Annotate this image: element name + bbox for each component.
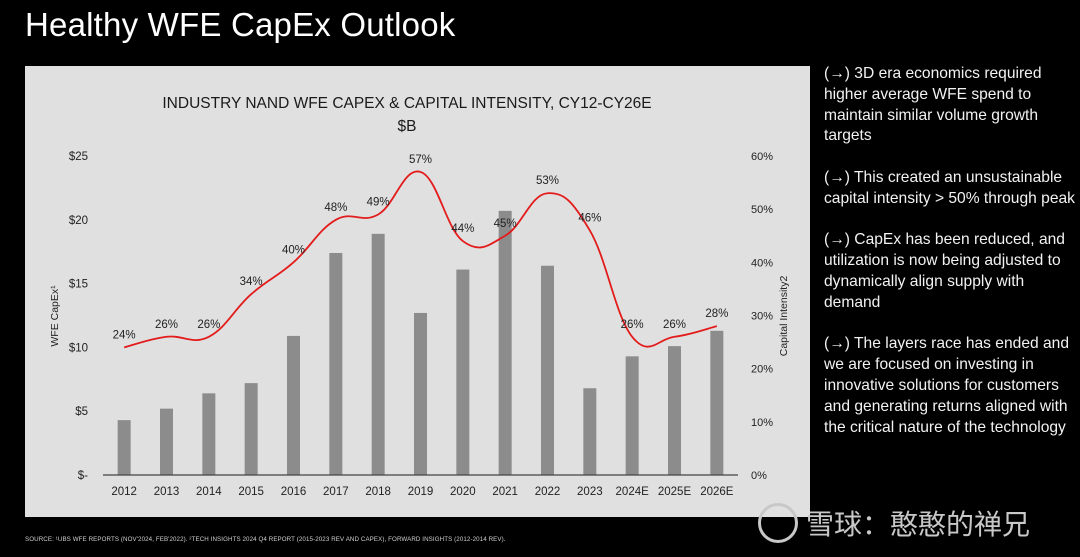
bar-2019 xyxy=(414,312,427,475)
line-data-label: 34% xyxy=(240,276,263,288)
x-tick-label: 2014 xyxy=(196,486,222,498)
y-tick-label: $25 xyxy=(69,151,88,163)
line-data-label: 49% xyxy=(367,196,390,208)
y2-tick-label: 50% xyxy=(751,204,773,216)
line-data-label: 26% xyxy=(197,319,220,331)
line-data-label: 44% xyxy=(451,223,474,235)
line-data-label: 26% xyxy=(621,319,644,331)
x-tick-label: 2024E xyxy=(616,486,650,498)
y2-tick-label: 20% xyxy=(751,364,773,376)
y2-tick-label: 10% xyxy=(751,417,773,429)
chart-subtitle: $B xyxy=(398,118,417,135)
x-tick-label: 2017 xyxy=(323,486,349,498)
line-data-label: 28% xyxy=(705,308,728,320)
line-data-label: 46% xyxy=(578,212,601,224)
chart: INDUSTRY NAND WFE CAPEX & CAPITAL INTENS… xyxy=(49,95,790,498)
bar-2012 xyxy=(117,420,131,475)
bar-2015 xyxy=(244,383,258,475)
bar-2016 xyxy=(287,335,300,475)
watermark-text: 雪球：憨憨的禅兄 xyxy=(806,508,1031,541)
y2-tick-label: 0% xyxy=(751,470,767,482)
line-data-label: 57% xyxy=(409,154,432,166)
x-tick-label: 2015 xyxy=(238,486,264,498)
bar-2023 xyxy=(583,388,597,475)
bar-2025E xyxy=(668,346,681,475)
slide-title: Healthy WFE CapEx Outlook xyxy=(25,6,456,43)
commentary: (→) 3D era economics required higher ave… xyxy=(824,64,1076,459)
bullet-4: (→) The layers race has ended and we are… xyxy=(824,335,1070,436)
capital-intensity-line xyxy=(123,170,718,349)
watermark: 雪球：憨憨的禅兄 xyxy=(758,503,1030,543)
bullet-1: (→) 3D era economics required higher ave… xyxy=(824,65,1042,145)
bullet-3: (→) CapEx has been reduced, and utilizat… xyxy=(824,231,1065,311)
bar-2026E xyxy=(710,330,724,475)
chart-title: INDUSTRY NAND WFE CAPEX & CAPITAL INTENS… xyxy=(162,95,651,112)
x-tick-label: 2013 xyxy=(154,486,180,498)
x-tick-label: 2022 xyxy=(535,486,561,498)
bar-2020 xyxy=(456,269,470,475)
x-tick-label: 2018 xyxy=(365,486,391,498)
y-tick-label: $5 xyxy=(75,406,88,418)
line-data-label: 45% xyxy=(494,218,517,230)
source-footnote: SOURCE: ¹UBS WFE REPORTS (NOV'2024, FEB'… xyxy=(25,536,506,543)
x-tick-label: 2016 xyxy=(281,486,307,498)
bullet-2: (→) This created an unsustainable capita… xyxy=(824,168,1075,207)
x-tick-label: 2012 xyxy=(111,486,137,498)
x-tick-label: 2020 xyxy=(450,486,476,498)
y2-axis-label: Capital Intensity2 xyxy=(778,276,790,357)
y-tick-label: $20 xyxy=(69,215,88,227)
x-tick-label: 2019 xyxy=(408,486,434,498)
y-axis-label: WFE CapEx¹ xyxy=(49,285,61,347)
chart-panel: INDUSTRY NAND WFE CAPEX & CAPITAL INTENS… xyxy=(25,66,810,517)
line-data-label: 24% xyxy=(113,329,136,341)
y-tick-label: $- xyxy=(78,470,88,482)
bar-2017 xyxy=(329,252,343,475)
line-data-label: 26% xyxy=(663,319,686,331)
bar-2013 xyxy=(160,408,173,475)
y2-tick-label: 60% xyxy=(751,151,773,163)
y2-tick-label: 40% xyxy=(751,257,773,269)
y-tick-label: $15 xyxy=(69,279,88,291)
snowball-logo-icon xyxy=(758,503,798,543)
x-tick-label: 2023 xyxy=(577,486,603,498)
line-data-label: 53% xyxy=(536,175,559,187)
x-tick-label: 2021 xyxy=(492,486,518,498)
bar-2018 xyxy=(371,233,385,475)
line-data-label: 26% xyxy=(155,319,178,331)
bar-2022 xyxy=(541,265,554,475)
line-data-label: 40% xyxy=(282,244,305,256)
x-tick-label: 2026E xyxy=(700,486,734,498)
y2-tick-label: 30% xyxy=(751,311,773,323)
bar-2024E xyxy=(625,356,639,475)
x-tick-label: 2025E xyxy=(658,486,692,498)
line-data-label: 48% xyxy=(324,202,347,214)
y-tick-label: $10 xyxy=(69,342,88,354)
bar-2021 xyxy=(498,210,512,476)
bar-2014 xyxy=(202,393,216,475)
